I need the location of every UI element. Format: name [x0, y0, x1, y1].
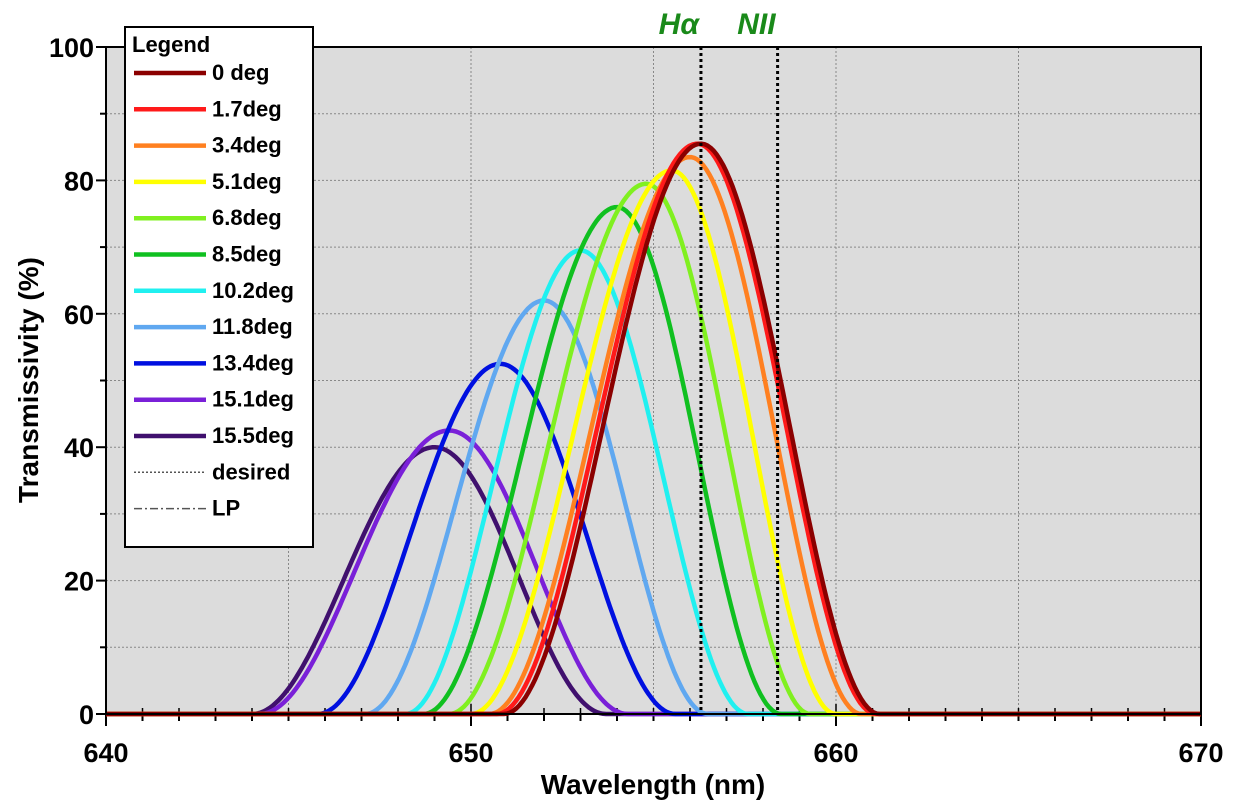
legend: Legend 0 deg 1.7deg 3.4deg 5.1deg 6.8deg 8.5d…: [124, 26, 314, 548]
legend-label: desired: [212, 459, 290, 484]
legend-label: 8.5deg: [212, 242, 282, 267]
x-tick-label: 660: [813, 738, 858, 768]
y-tick-label: 20: [64, 567, 94, 597]
series-line: [106, 298, 1201, 717]
x-tick-label: 670: [1178, 738, 1223, 768]
series-line: [106, 248, 1201, 717]
series-line: [106, 141, 1201, 717]
x-tick-label: 650: [448, 738, 493, 768]
legend-label: 5.1deg: [212, 169, 282, 194]
legend-label: 0 deg: [212, 60, 269, 85]
x-axis-title: Wavelength (nm): [541, 769, 766, 800]
reference-label: NII: [737, 8, 776, 41]
plot-frame: [105, 46, 1202, 715]
y-tick-label: 100: [49, 33, 94, 63]
y-tick-label: 60: [64, 300, 94, 330]
y-tick-label: 0: [79, 700, 94, 730]
series-line: [106, 428, 1201, 717]
legend-label: LP: [212, 496, 240, 521]
legend-title: Legend: [132, 32, 210, 57]
legend-label: 11.8deg: [212, 314, 293, 339]
legend-label: 15.5deg: [212, 423, 294, 448]
y-tick-labels: 0 20 40 60 80 100: [49, 33, 94, 730]
series-line: [106, 204, 1201, 717]
legend-label: 6.8deg: [212, 205, 282, 230]
reference-label: Hα: [659, 8, 701, 41]
series-curves: [106, 141, 1201, 717]
x-tick-labels: 640 650 660 670: [83, 738, 1223, 768]
series-line: [106, 141, 1201, 717]
reference-lines: Hα NII: [659, 8, 780, 714]
y-tick-label: 80: [64, 166, 94, 196]
series-line: [106, 181, 1201, 717]
legend-label: 1.7deg: [212, 96, 282, 121]
legend-label: 10.2deg: [212, 278, 294, 303]
legend-label: 15.1deg: [212, 387, 294, 412]
y-axis-title: Transmissivity (%): [13, 257, 44, 503]
legend-label: 13.4deg: [212, 350, 294, 375]
legend-box: [124, 26, 314, 548]
y-tick-label: 40: [64, 433, 94, 463]
legend-label: 3.4deg: [212, 133, 282, 158]
x-tick-label: 640: [83, 738, 128, 768]
